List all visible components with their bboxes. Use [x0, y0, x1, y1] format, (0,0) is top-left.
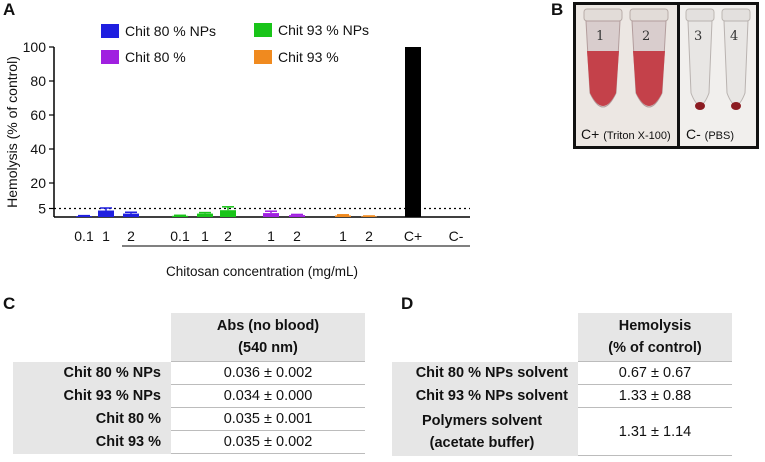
table-d-row-label-line2: (acetate buffer): [429, 434, 535, 451]
x-tick-label: 0.1: [74, 228, 94, 244]
table-c-row-value: 0.035 ± 0.002: [171, 430, 365, 454]
x-tick-label: C-: [449, 228, 464, 244]
photo-positive-control: 1 2 C+ (Triton X-100): [573, 2, 680, 149]
table-d-row-label: Chit 80 % NPs solvent: [392, 361, 578, 385]
tubes-red-image: [576, 5, 677, 146]
bar: [361, 216, 377, 217]
table-d-header-line2: (% of control): [608, 340, 702, 356]
table-c-row-value: 0.034 ± 0.000: [171, 384, 365, 408]
legend-label: Chit 80 % NPs: [125, 23, 216, 39]
table-d-row-value: 0.67 ± 0.67: [578, 361, 732, 385]
tube-label-2: 2: [642, 29, 651, 44]
caption-negative-control: C- (PBS): [686, 126, 734, 142]
bar: [289, 215, 305, 217]
table-c-header-line1: Abs (no blood): [216, 318, 320, 334]
legend-swatch: [101, 24, 119, 38]
tube-label-4: 4: [730, 29, 739, 44]
x-tick-label: 0.1: [170, 228, 190, 244]
x-tick-label: 1: [102, 228, 110, 244]
y-tick-label: 20: [30, 175, 46, 191]
photo-negative-control: 3 4 C- (PBS): [677, 2, 759, 149]
y-tick-label: 80: [30, 73, 46, 89]
panel-letter-a: A: [3, 0, 16, 19]
legend-swatch: [254, 50, 272, 64]
tube-label-3: 3: [694, 29, 703, 44]
y-tick-label: 40: [30, 141, 46, 157]
x-axis-label: Chitosan concentration (mg/mL): [166, 264, 358, 279]
legend-label: Chit 93 % NPs: [278, 22, 369, 38]
x-tick-label: C+: [404, 228, 422, 244]
table-c-header-line2: (540 nm): [238, 340, 298, 356]
table-d-header: Hemolysis (% of control): [578, 313, 732, 362]
caption-cplus: C+: [581, 126, 600, 142]
bar: [76, 216, 92, 217]
x-tick-label: 2: [365, 228, 373, 244]
legend-label: Chit 93 %: [278, 49, 339, 65]
table-c-row-value: 0.036 ± 0.002: [171, 361, 365, 385]
bar: [172, 215, 188, 217]
bar: [98, 210, 114, 217]
caption-positive-control: C+ (Triton X-100): [581, 126, 671, 142]
table-d-row-label: Polymers solvent (acetate buffer): [392, 407, 578, 456]
tube-label-1: 1: [596, 29, 605, 44]
panel-letter-c: C: [3, 294, 16, 313]
bar: [405, 47, 421, 217]
bar: [335, 215, 351, 217]
table-solvent-hemolysis: Hemolysis (% of control) Chit 80 % NPs s…: [392, 313, 732, 456]
y-tick-label: 60: [30, 107, 46, 123]
table-c-row-label: Chit 93 %: [13, 430, 171, 454]
table-d-row-value: 1.33 ± 0.88: [578, 384, 732, 408]
table-c-row-label: Chit 80 % NPs: [13, 361, 171, 385]
y-tick-label: 100: [23, 39, 47, 55]
tubes-clear-image: [680, 5, 756, 146]
bar: [123, 213, 139, 217]
caption-triton: (Triton X-100): [603, 130, 671, 142]
y-tick-label: 5: [38, 201, 46, 217]
x-tick-label: 2: [293, 228, 301, 244]
panel-letter-b: B: [551, 0, 564, 19]
x-tick-label: 1: [339, 228, 347, 244]
x-tick-label: 2: [127, 228, 135, 244]
table-c-header: Abs (no blood) (540 nm): [171, 313, 365, 362]
panel-letter-d: D: [401, 294, 414, 313]
bar: [263, 213, 279, 217]
caption-cminus: C-: [686, 126, 701, 142]
x-tick-label: 1: [267, 228, 275, 244]
table-absorbance: Abs (no blood) (540 nm) Chit 80 % NPs 0.0…: [13, 313, 365, 454]
table-d-row-value: 1.31 ± 1.14: [578, 407, 732, 456]
legend-swatch: [101, 50, 119, 64]
legend-swatch: [254, 23, 272, 37]
table-d-header-line1: Hemolysis: [618, 318, 692, 334]
legend-label: Chit 80 %: [125, 49, 186, 65]
table-c-row-value: 0.035 ± 0.001: [171, 407, 365, 431]
table-c-row-label: Chit 80 %: [13, 407, 171, 431]
x-tick-label: 2: [224, 228, 232, 244]
caption-pbs: (PBS): [704, 130, 735, 142]
bar: [220, 210, 236, 217]
y-axis-label: Hemolysis (% of control): [4, 56, 20, 208]
x-tick-label: 1: [201, 228, 209, 244]
table-d-row-label-line1: Polymers solvent: [421, 412, 543, 429]
bar: [197, 213, 213, 217]
table-c-row-label: Chit 93 % NPs: [13, 384, 171, 408]
table-d-row-label: Chit 93 % NPs solvent: [392, 384, 578, 408]
